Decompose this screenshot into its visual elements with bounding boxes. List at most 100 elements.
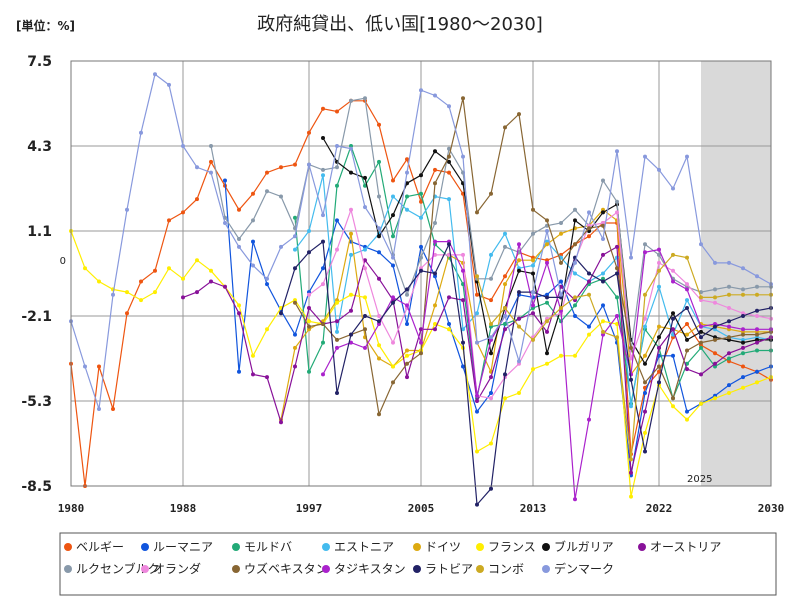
data-point [363, 295, 367, 300]
data-point [251, 372, 255, 377]
data-point [615, 314, 619, 318]
x-tick-label: 1988 [170, 502, 197, 515]
data-point [531, 207, 535, 212]
data-point [349, 340, 353, 345]
data-point [321, 167, 325, 172]
data-point [363, 266, 367, 271]
data-point [755, 340, 759, 345]
data-point [559, 353, 563, 358]
data-point [643, 324, 647, 329]
data-point [265, 189, 269, 194]
data-point [293, 266, 297, 271]
data-point [321, 372, 325, 377]
data-point [433, 252, 437, 257]
data-point [545, 260, 549, 265]
x-tick-label: 2005 [408, 502, 435, 515]
data-point [335, 218, 339, 223]
data-point [307, 306, 311, 310]
data-point [531, 311, 535, 316]
legend-label: ラトビア [425, 562, 473, 576]
data-point [657, 247, 661, 252]
data-point [321, 136, 325, 140]
data-point [531, 367, 535, 372]
data-point [615, 335, 619, 340]
data-point [657, 324, 661, 329]
data-point [657, 284, 661, 289]
data-point [503, 125, 507, 130]
legend-label: デンマーク [554, 561, 614, 576]
data-point [643, 361, 647, 366]
data-point [657, 345, 661, 350]
data-point [517, 324, 521, 329]
data-point [741, 340, 745, 345]
data-point [307, 319, 311, 324]
data-point [587, 417, 591, 422]
data-point [293, 162, 297, 167]
data-point [195, 290, 199, 295]
data-point [475, 393, 479, 398]
data-point [475, 274, 479, 279]
data-point [461, 340, 465, 345]
legend: ベルギー ルーマニア モルドバ エストニア ドイツ フランス ブルガリア オーストリアルクセン… [59, 532, 777, 596]
data-point [657, 364, 661, 369]
data-point [391, 300, 395, 305]
data-point [629, 457, 633, 462]
data-point [503, 322, 507, 326]
data-point [573, 353, 577, 358]
legend-marker [413, 543, 421, 551]
data-point [741, 327, 745, 332]
data-point [713, 396, 717, 401]
data-point [699, 324, 703, 329]
data-point [517, 258, 521, 263]
zero-label: 0 [60, 256, 66, 267]
data-point [489, 351, 493, 356]
legend-label: ベルギー [76, 540, 124, 554]
data-point [321, 322, 325, 326]
data-point [321, 213, 325, 218]
legend-marker [141, 565, 149, 573]
data-point [657, 268, 661, 273]
data-point [363, 175, 367, 180]
data-point [517, 268, 521, 273]
data-point [573, 260, 577, 265]
data-point [125, 290, 129, 295]
data-point [685, 255, 689, 260]
data-point [265, 282, 269, 287]
data-point [265, 327, 269, 332]
series-line [476, 254, 771, 460]
data-point [601, 329, 605, 334]
data-point [391, 263, 395, 268]
data-point [475, 399, 479, 403]
data-point [587, 324, 591, 329]
data-point [671, 353, 675, 358]
data-point [685, 298, 689, 303]
data-point [643, 154, 647, 159]
data-point [349, 308, 353, 313]
data-point [559, 292, 563, 297]
data-point [195, 165, 199, 170]
forecast-shade [701, 61, 771, 486]
data-point [601, 252, 605, 257]
data-point [223, 284, 227, 289]
data-point [363, 327, 367, 332]
data-point [657, 167, 661, 172]
data-point [377, 226, 381, 231]
data-point [643, 430, 647, 435]
data-point [587, 271, 591, 276]
data-point [363, 345, 367, 350]
data-point [349, 332, 353, 337]
data-point [419, 244, 423, 249]
data-point [727, 284, 731, 289]
data-point [433, 93, 437, 98]
data-point [461, 268, 465, 273]
data-point [517, 391, 521, 395]
data-point [643, 316, 647, 321]
data-point [741, 332, 745, 337]
data-point [405, 157, 409, 162]
data-point [517, 290, 521, 295]
data-point [615, 244, 619, 249]
data-point [405, 207, 409, 212]
data-point [83, 364, 87, 369]
data-point [167, 266, 171, 271]
data-point [489, 396, 493, 401]
